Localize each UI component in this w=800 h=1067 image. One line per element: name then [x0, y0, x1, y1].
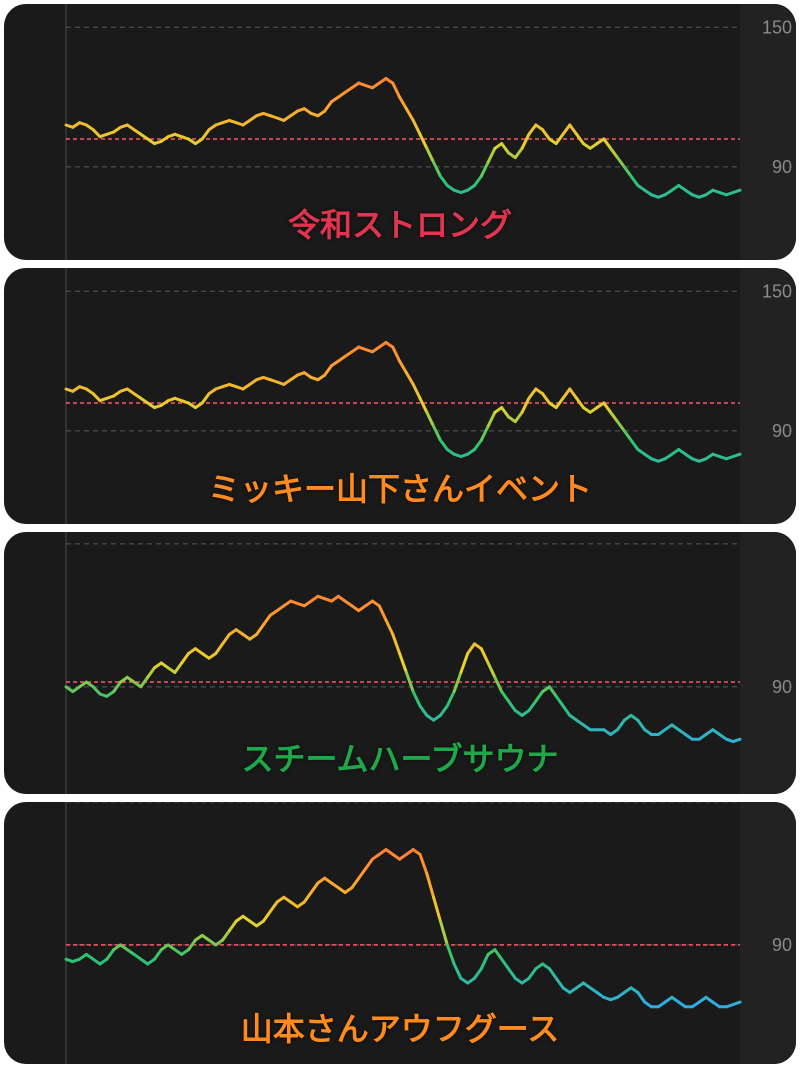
y-axis-label: 90 [772, 421, 792, 441]
chart-panel-2: 150 90 ミッキー山下さんイベント [4, 268, 796, 524]
panel-caption: ミッキー山下さんイベント [4, 464, 796, 510]
panel-caption: スチームハーブサウナ [4, 734, 796, 780]
panel-caption: 山本さんアウフグース [4, 1004, 796, 1050]
heart-rate-series [66, 850, 740, 1007]
heart-rate-series [66, 343, 740, 462]
y-axis-label: 90 [772, 935, 792, 955]
y-axis-label: 90 [772, 157, 792, 177]
y-axis-label: 150 [762, 17, 792, 37]
y-axis-label: 150 [762, 281, 792, 301]
panel-caption: 令和ストロング [4, 200, 796, 246]
heart-rate-series [66, 79, 740, 198]
chart-panel-1: 150 90 令和ストロング [4, 4, 796, 260]
chart-panel-3: 90 スチームハーブサウナ [4, 532, 796, 794]
y-axis-label: 90 [772, 677, 792, 697]
chart-panel-4: 90 山本さんアウフグース [4, 802, 796, 1064]
heart-rate-series [66, 596, 740, 741]
